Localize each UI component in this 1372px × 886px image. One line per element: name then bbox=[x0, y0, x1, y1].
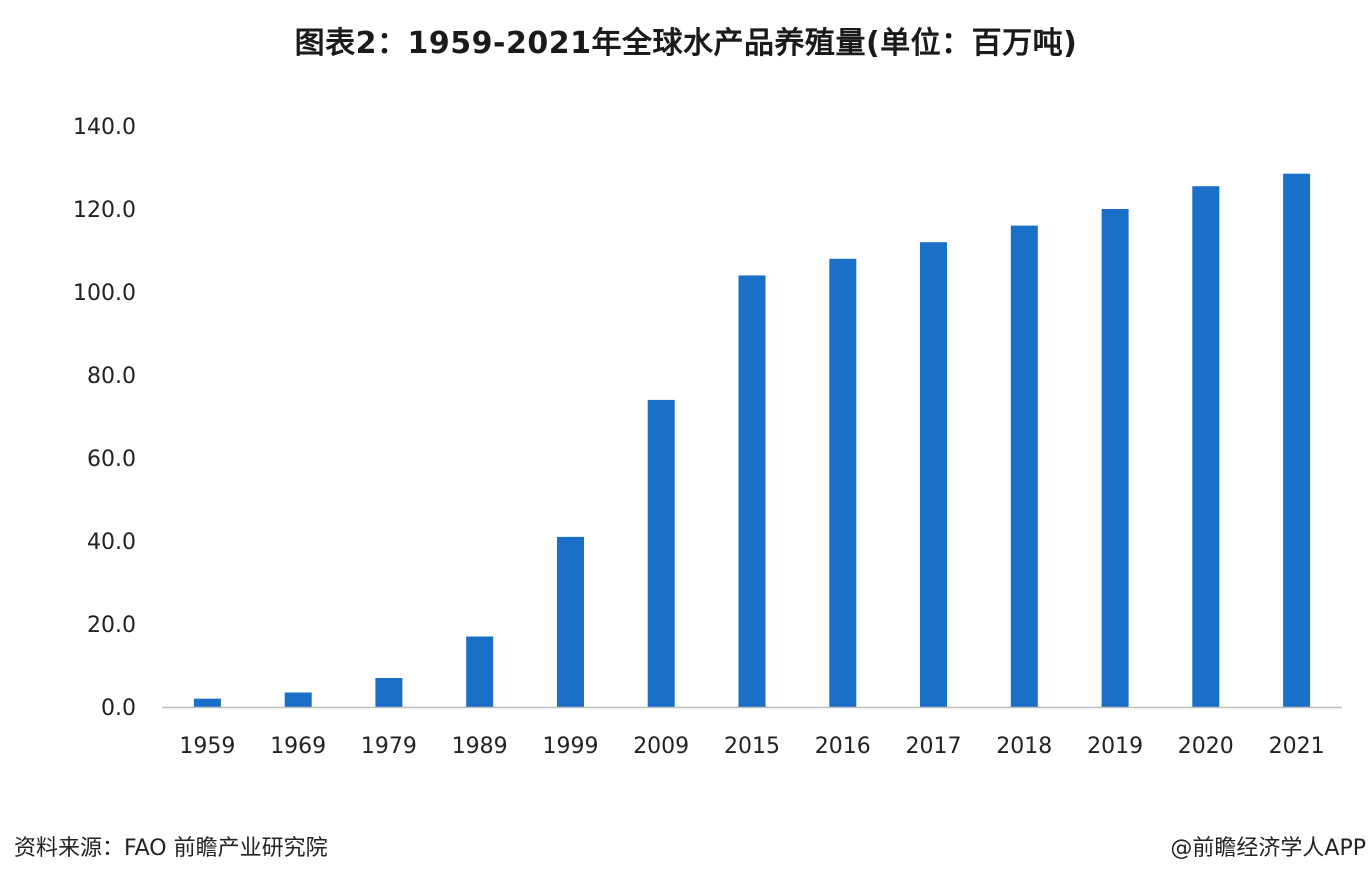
bar-1989 bbox=[466, 636, 494, 707]
x-tick-label: 2016 bbox=[815, 734, 871, 759]
y-tick-label: 40.0 bbox=[87, 530, 136, 555]
x-tick-label: 1989 bbox=[452, 734, 508, 759]
bar-1999 bbox=[557, 536, 584, 707]
bar-2020 bbox=[1192, 186, 1220, 707]
y-tick-label: 100.0 bbox=[73, 281, 136, 306]
x-tick-label: 2018 bbox=[996, 734, 1052, 759]
bar-2015 bbox=[738, 275, 766, 707]
x-tick-label: 1969 bbox=[270, 734, 326, 759]
y-tick-label: 60.0 bbox=[87, 447, 136, 472]
y-tick-label: 120.0 bbox=[73, 198, 136, 223]
bar-1979 bbox=[375, 678, 403, 707]
x-tick-label: 2020 bbox=[1178, 734, 1234, 759]
x-tick-label: 2017 bbox=[906, 734, 962, 759]
x-tick-label: 1979 bbox=[361, 734, 417, 759]
y-tick-label: 140.0 bbox=[73, 115, 136, 140]
bars bbox=[193, 173, 1311, 707]
bar-2016 bbox=[829, 258, 857, 707]
y-axis-ticks: 0.0 20.0 40.0 60.0 80.0 100.0 120.0 140.0 bbox=[73, 115, 136, 721]
bar-1969 bbox=[284, 692, 312, 707]
bar-2019 bbox=[1101, 209, 1129, 707]
y-tick-label: 20.0 bbox=[87, 613, 136, 638]
x-axis-ticks: 1959 1969 1979 1989 1999 2009 2015 2016 2017 2018… bbox=[179, 734, 1324, 759]
x-tick-label: 2019 bbox=[1087, 734, 1143, 759]
x-tick-label: 1999 bbox=[543, 734, 599, 759]
y-tick-label: 80.0 bbox=[87, 364, 136, 389]
chart-title: 图表2：1959-2021年全球水产品养殖量(单位：百万吨) bbox=[294, 26, 1078, 61]
bar-2017 bbox=[920, 242, 947, 707]
bar-1959 bbox=[193, 698, 221, 707]
x-tick-label: 2021 bbox=[1269, 734, 1325, 759]
x-tick-label: 2015 bbox=[724, 734, 780, 759]
y-tick-label: 0.0 bbox=[101, 696, 136, 721]
credit-note: @前瞻经济学人APP bbox=[1170, 836, 1366, 861]
source-note: 资料来源：FAO 前瞻产业研究院 bbox=[14, 836, 328, 861]
x-tick-label: 2009 bbox=[633, 734, 689, 759]
bar-2018 bbox=[1010, 225, 1038, 707]
bar-2009 bbox=[647, 399, 675, 707]
bar-2021 bbox=[1283, 173, 1311, 707]
x-tick-label: 1959 bbox=[179, 734, 235, 759]
